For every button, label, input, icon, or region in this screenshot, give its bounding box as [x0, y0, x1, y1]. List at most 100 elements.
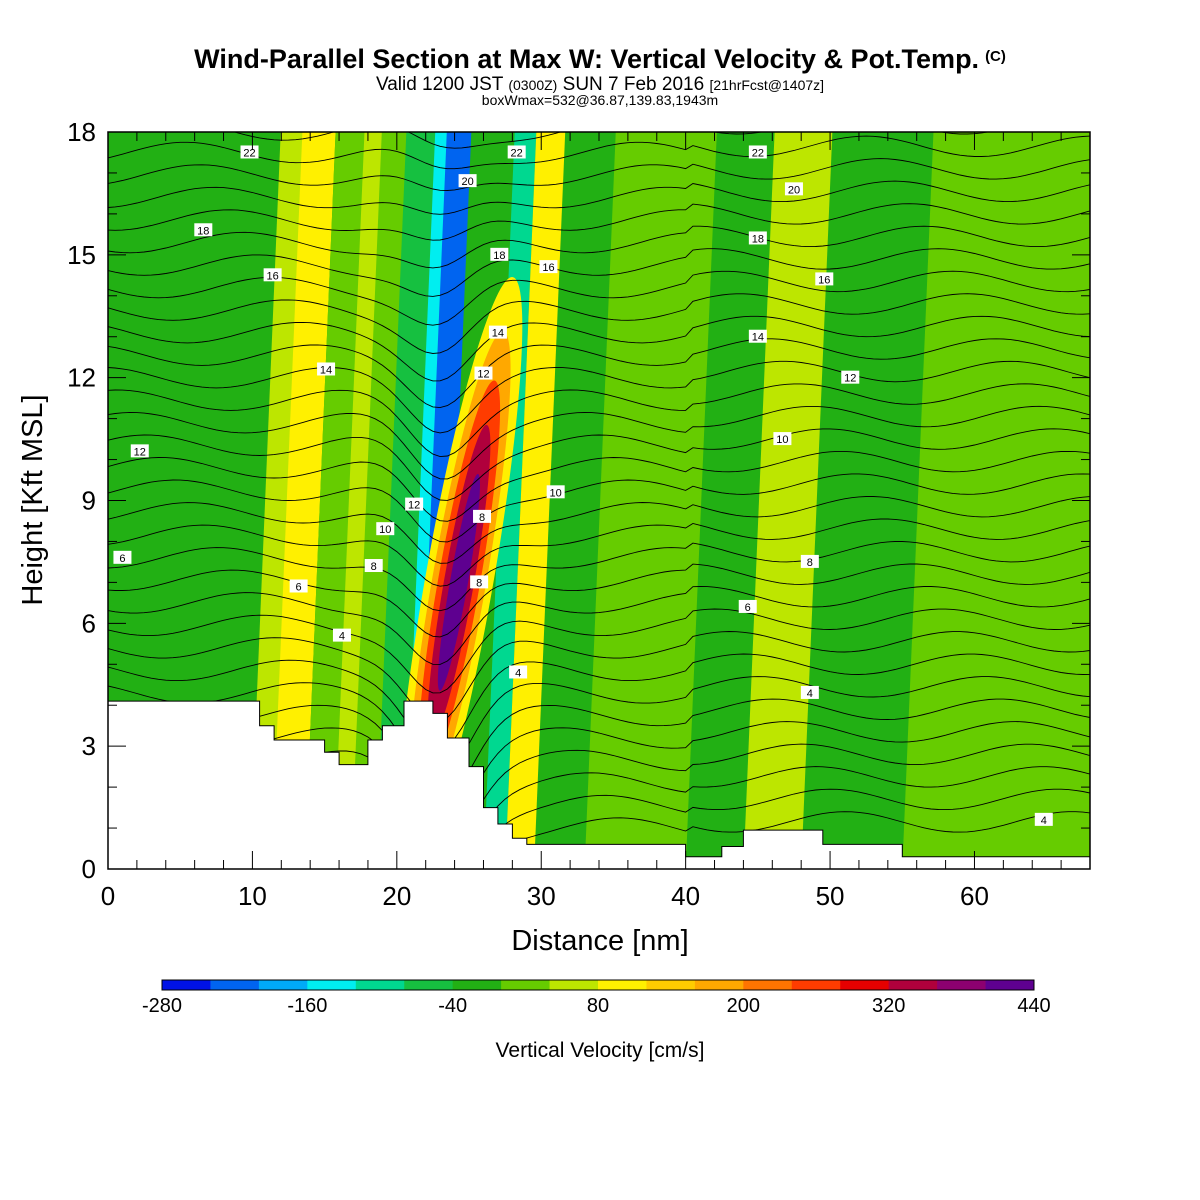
y-tick-label: 6	[82, 608, 96, 638]
colorbar-swatch	[258, 980, 308, 990]
theta-label: 14	[488, 325, 507, 340]
theta-label: 8	[364, 559, 383, 573]
colorbar-swatch	[307, 980, 357, 990]
theta-contour-line	[108, 69, 1090, 107]
y-tick-label: 15	[67, 240, 96, 270]
theta-label-bg	[841, 370, 860, 384]
theta-label-text: 4	[515, 667, 521, 679]
theta-label-bg	[546, 485, 565, 499]
updraft-contour-4	[437, 474, 480, 691]
theta-label: 8	[470, 575, 489, 589]
x-tick-label: 0	[101, 881, 115, 911]
theta-contour-line	[108, 518, 1090, 587]
x-axis-label: Distance [nm]	[511, 925, 688, 957]
theta-label-text: 22	[511, 147, 523, 159]
theta-label-bg	[784, 182, 803, 196]
theta-label-bg	[748, 231, 767, 245]
theta-contour-line	[108, 608, 1090, 694]
y-tick-label: 3	[82, 731, 96, 761]
colorbar-swatch	[404, 980, 454, 990]
chart-title: Wind-Parallel Section at Max W: Vertical…	[0, 44, 1200, 75]
colorbar-tick-label: 80	[587, 995, 609, 1017]
theta-label: 14	[748, 329, 767, 344]
theta-contour-line	[108, 698, 1090, 805]
y-tick-label: 12	[67, 363, 96, 393]
theta-label-bg	[488, 325, 507, 339]
theta-label-text: 14	[320, 364, 332, 376]
colorbar-swatch	[210, 980, 260, 990]
theta-label: 12	[841, 370, 860, 385]
colorbar-swatch	[694, 980, 744, 990]
theta-label-text: 10	[776, 434, 788, 446]
theta-label-bg	[738, 599, 757, 613]
colorbar-swatch	[937, 980, 987, 990]
y-tick-label: 0	[82, 854, 96, 884]
theta-label-bg	[289, 579, 308, 593]
colorbar-swatch	[598, 980, 647, 990]
theta-label: 10	[376, 522, 395, 536]
theta-label-text: 8	[807, 557, 813, 569]
colorbar-tick-label: -40	[438, 995, 467, 1017]
theta-label-text: 22	[243, 147, 255, 159]
theta-contour-line	[108, 586, 1090, 665]
theta-label-text: 4	[1041, 815, 1047, 827]
w-band-12	[743, 132, 833, 869]
colorbar-swatch	[646, 980, 696, 990]
theta-label: 22	[240, 145, 259, 159]
y-tick-label: 18	[67, 117, 96, 147]
colorbar-frame	[161, 979, 1035, 991]
theta-label: 20	[458, 174, 477, 188]
theta-label-text: 6	[296, 581, 302, 593]
colorbar-tick-label: 440	[1017, 995, 1050, 1017]
theta-label-text: 22	[752, 147, 764, 159]
theta-label-bg	[263, 268, 282, 282]
theta-label-text: 18	[493, 250, 505, 262]
colorbar-tick-label: 200	[727, 995, 760, 1017]
colorbar-tick-label: 320	[872, 995, 905, 1017]
theta-label-bg	[332, 628, 351, 642]
w-band-10	[505, 132, 566, 869]
theta-contour-line	[108, 383, 1090, 458]
theta-label-bg	[748, 329, 767, 343]
theta-label-bg	[458, 174, 477, 188]
theta-label: 4	[1034, 812, 1053, 827]
theta-label: 16	[263, 268, 282, 282]
theta-contour-line	[108, 541, 1090, 612]
theta-contour-line	[108, 315, 1090, 382]
theta-label-bg	[507, 145, 526, 159]
theta-contour-line	[108, 158, 1090, 191]
theta-label: 4	[332, 628, 351, 643]
theta-label-bg	[194, 223, 213, 237]
theta-contour-line	[108, 631, 1090, 723]
theta-label-text: 10	[550, 487, 562, 499]
w-band-4	[333, 132, 385, 869]
theta-label: 22	[507, 145, 526, 159]
theta-label: 16	[539, 260, 558, 274]
valid-date: SUN 7 Feb 2016	[562, 74, 705, 95]
theta-label-text: 4	[339, 631, 345, 643]
colorbar-label: Vertical Velocity [cm/s]	[496, 1039, 705, 1062]
w-band-11	[584, 132, 717, 869]
x-tick-label: 40	[671, 881, 700, 911]
theta-contour-line	[108, 135, 1090, 170]
theta-contour-line	[108, 293, 1090, 354]
theta-label: 14	[317, 362, 336, 376]
x-tick-label: 20	[382, 881, 411, 911]
theta-label: 8	[800, 554, 819, 569]
theta-label-text: 16	[542, 262, 554, 274]
theta-label: 6	[289, 579, 308, 593]
theta-label: 18	[194, 223, 213, 237]
theta-label-bg	[405, 497, 424, 511]
valid-prefix: Valid 1200 JST	[375, 74, 504, 95]
theta-label-bg	[240, 145, 259, 159]
colorbar-swatch	[791, 980, 841, 990]
valid-zulu: (0300Z)	[508, 77, 558, 93]
theta-label-text: 8	[371, 561, 377, 573]
theta-label-bg	[773, 432, 792, 446]
colorbar-swatch	[162, 980, 211, 990]
theta-contour-line	[108, 248, 1090, 297]
theta-contour-line	[108, 428, 1090, 501]
x-tick-label: 50	[816, 881, 845, 911]
theta-label-text: 6	[119, 553, 125, 565]
